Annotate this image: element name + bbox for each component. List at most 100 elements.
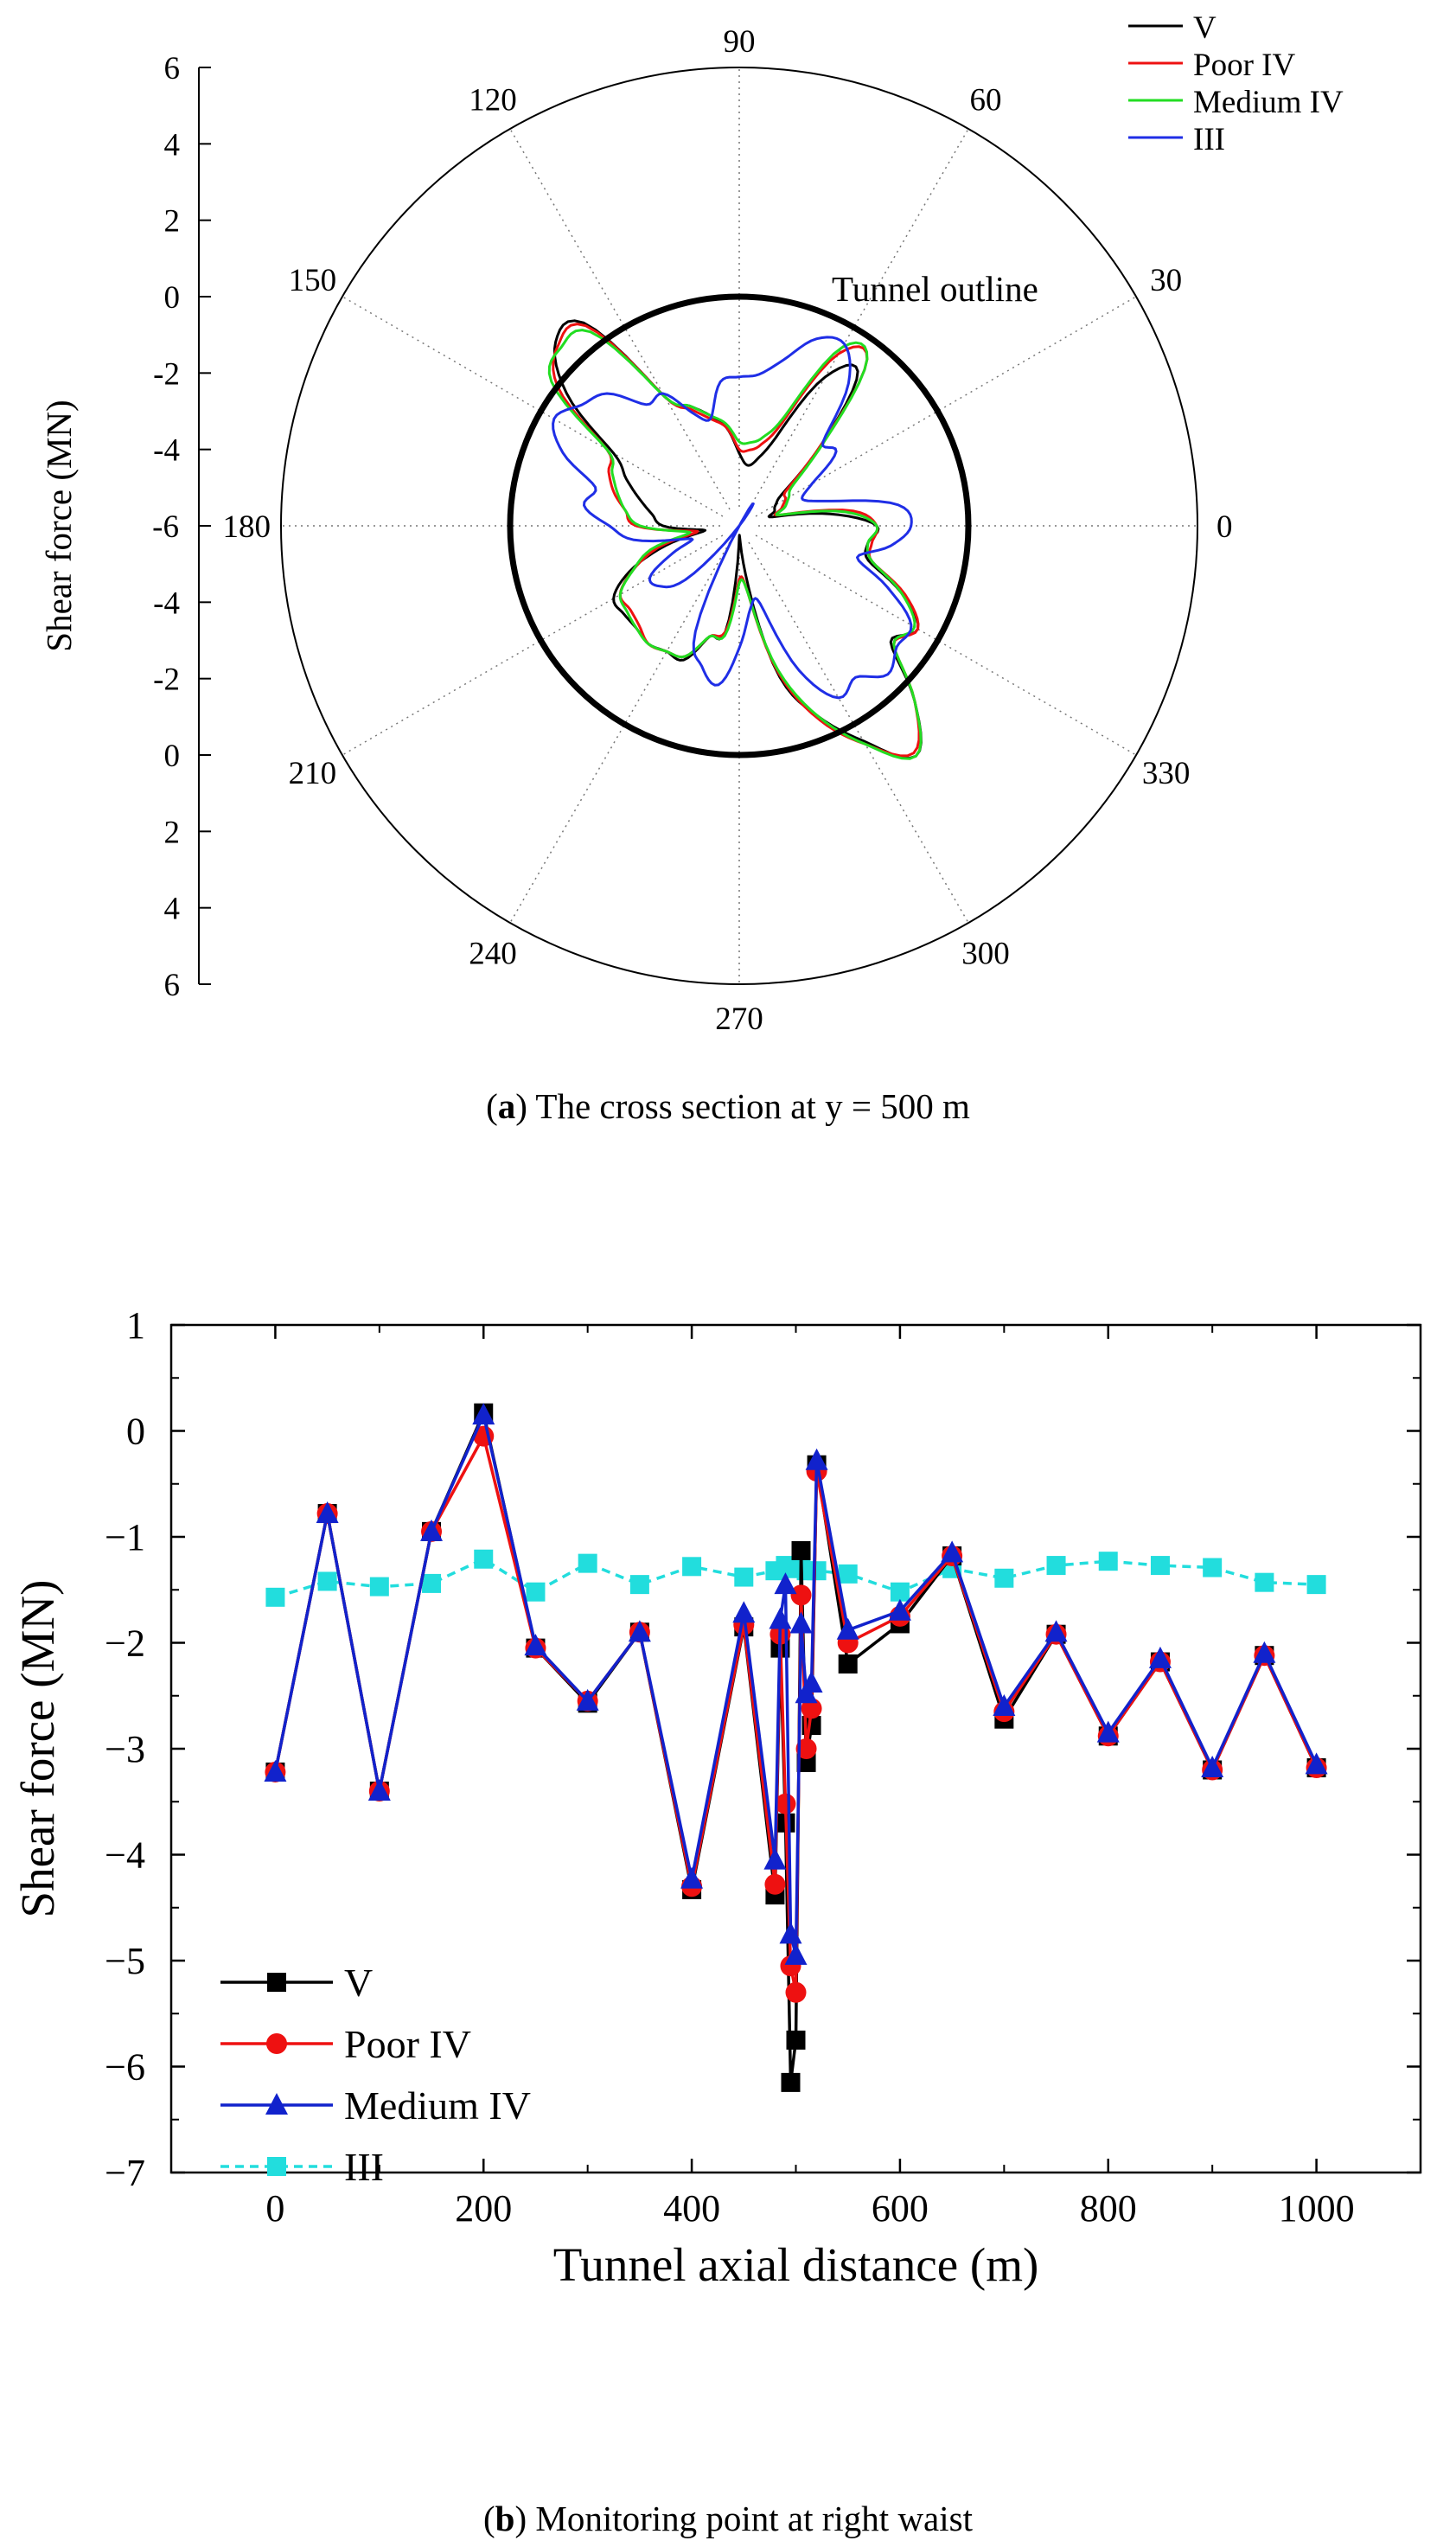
radial-tick-label: 0 bbox=[164, 280, 181, 316]
caption-b-label: b bbox=[495, 2499, 515, 2538]
angle-label-90: 90 bbox=[724, 24, 756, 60]
caption-b: (b) Monitoring point at right waist bbox=[482, 2499, 973, 2538]
angle-label-210: 210 bbox=[289, 756, 337, 791]
x-tick-label: 800 bbox=[1080, 2187, 1137, 2230]
y-tick-label: −6 bbox=[105, 2046, 145, 2089]
point-iii bbox=[629, 1575, 649, 1595]
legend-marker bbox=[266, 2033, 287, 2054]
point-medium-iv bbox=[779, 1922, 802, 1944]
point-poor-iv bbox=[795, 1738, 817, 1759]
y-tick-label: −4 bbox=[105, 1834, 145, 1877]
line-x-axis-label: Tunnel axial distance (m) bbox=[553, 2238, 1039, 2291]
series-line-medium-iv bbox=[273, 1413, 1319, 1957]
point-medium-iv bbox=[774, 1572, 797, 1595]
legend-marker bbox=[267, 1973, 286, 1992]
point-medium-iv bbox=[1096, 1720, 1120, 1743]
point-iii bbox=[890, 1582, 910, 1602]
series-iii bbox=[265, 1549, 1326, 1607]
point-poor-iv bbox=[790, 1584, 812, 1606]
point-iii bbox=[422, 1573, 442, 1593]
point-medium-iv bbox=[763, 1847, 787, 1870]
spoke-150 bbox=[342, 296, 724, 517]
polar-series-medium-iv bbox=[547, 329, 923, 760]
angle-label-150: 150 bbox=[289, 263, 337, 298]
point-medium-iv bbox=[784, 1942, 808, 1965]
spoke-30 bbox=[755, 296, 1137, 517]
point-medium-iv bbox=[1253, 1641, 1276, 1663]
point-iii bbox=[1150, 1556, 1170, 1576]
point-medium-iv bbox=[800, 1671, 823, 1693]
x-tick-label: 400 bbox=[663, 2187, 720, 2230]
point-v bbox=[786, 2030, 806, 2050]
legend-marker bbox=[267, 2157, 286, 2176]
point-iii bbox=[474, 1549, 494, 1569]
line-series bbox=[264, 1403, 1328, 2092]
angle-label-0: 0 bbox=[1217, 509, 1233, 545]
radial-axis: 6 4 2 0 -2 -4 -4 -2 0 2 4 6 -6 bbox=[152, 51, 211, 1003]
caption-a: (a) The cross section at y = 500 m bbox=[486, 1086, 970, 1126]
spoke-300 bbox=[748, 541, 969, 924]
point-iii bbox=[1046, 1556, 1066, 1576]
point-medium-iv bbox=[472, 1403, 495, 1425]
point-medium-iv bbox=[367, 1779, 391, 1801]
point-poor-iv bbox=[775, 1793, 796, 1814]
spoke-210 bbox=[342, 534, 724, 756]
polar-chart: 6 4 2 0 -2 -4 -4 -2 0 2 4 6 -6 0 30 60 90 120 150 180 210 24… bbox=[39, 10, 1344, 1037]
line-chart: 0 200 400 600 800 1000 1 0 −1 −2 −3 −4 −5 −6 −7 Tunnel… bbox=[11, 1304, 1422, 2291]
point-medium-iv bbox=[628, 1620, 651, 1642]
angle-label-240: 240 bbox=[469, 937, 517, 972]
point-iii bbox=[1098, 1552, 1118, 1571]
point-medium-iv bbox=[576, 1688, 599, 1711]
legend-label: V bbox=[344, 1961, 373, 2005]
point-iii bbox=[1306, 1575, 1326, 1595]
polar-series-v bbox=[552, 319, 923, 760]
point-medium-iv bbox=[1201, 1756, 1224, 1778]
caption-a-text: The cross section at y = 500 m bbox=[535, 1086, 970, 1126]
angle-label-120: 120 bbox=[469, 82, 517, 118]
angle-label-180: 180 bbox=[223, 509, 271, 545]
point-iii bbox=[578, 1553, 597, 1573]
point-medium-iv bbox=[769, 1607, 792, 1629]
point-iii bbox=[1255, 1572, 1274, 1592]
y-tick-label: −3 bbox=[105, 1728, 145, 1770]
line-y-axis-label: Shear force (MN) bbox=[11, 1580, 64, 1918]
radial-tick-label: -6 bbox=[152, 509, 179, 545]
y-tick-label: 0 bbox=[126, 1411, 145, 1453]
tunnel-outline-annotation: Tunnel outline bbox=[832, 269, 1038, 309]
point-v bbox=[781, 2072, 801, 2092]
point-poor-iv bbox=[785, 1981, 807, 2003]
point-iii bbox=[265, 1587, 285, 1607]
point-medium-iv bbox=[680, 1866, 704, 1889]
point-medium-iv bbox=[1148, 1646, 1172, 1668]
series-medium-iv bbox=[264, 1403, 1328, 1965]
radial-tick-label: 6 bbox=[164, 51, 181, 86]
point-poor-iv bbox=[764, 1873, 786, 1895]
point-iii bbox=[369, 1577, 389, 1597]
polar-series-iii bbox=[552, 336, 913, 700]
spoke-240 bbox=[509, 541, 731, 924]
point-iii bbox=[994, 1568, 1014, 1588]
spoke-120 bbox=[509, 128, 731, 510]
polar-frame bbox=[280, 67, 1198, 985]
point-medium-iv bbox=[836, 1617, 859, 1640]
legend-label: Poor IV bbox=[344, 2022, 471, 2066]
legend-label: Medium IV bbox=[1193, 85, 1344, 120]
angle-label-60: 60 bbox=[970, 82, 1002, 118]
legend-label: III bbox=[344, 2145, 384, 2189]
radial-tick-label: -4 bbox=[153, 586, 180, 621]
radial-tick-label: 2 bbox=[164, 815, 181, 850]
point-iii bbox=[838, 1564, 858, 1584]
x-tick-label: 200 bbox=[455, 2187, 512, 2230]
radial-tick-label: 2 bbox=[164, 204, 181, 240]
legend-marker bbox=[265, 2093, 288, 2115]
radial-tick-label: -4 bbox=[153, 433, 180, 469]
point-iii bbox=[682, 1557, 702, 1577]
line-ticks: 0 200 400 600 800 1000 1 0 −1 −2 −3 −4 −5 −6 −7 bbox=[105, 1304, 1421, 2230]
legend-label: Poor IV bbox=[1193, 48, 1295, 83]
angle-label-330: 330 bbox=[1142, 756, 1191, 791]
point-medium-iv bbox=[941, 1540, 964, 1563]
point-medium-iv bbox=[888, 1598, 911, 1621]
point-iii bbox=[807, 1561, 827, 1581]
